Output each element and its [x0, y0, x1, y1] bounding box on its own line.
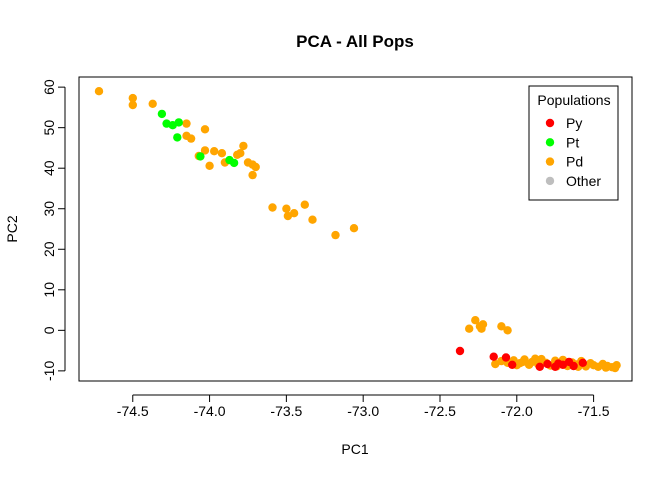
data-point: [289, 209, 299, 218]
data-point: [128, 100, 137, 110]
y-tick-label: -10: [41, 361, 57, 381]
data-point: [543, 359, 552, 369]
data-point: [554, 359, 563, 368]
data-point: [300, 200, 309, 209]
data-point: [236, 149, 245, 158]
data-point: [229, 158, 239, 168]
data-point: [531, 354, 540, 363]
legend-entry-py: Py: [545, 115, 582, 131]
legend-marker: [545, 138, 555, 147]
x-tick-label: -71.5: [578, 403, 610, 419]
data-point: [508, 360, 517, 369]
series-py: [455, 346, 587, 371]
data-point: [308, 215, 317, 224]
data-point: [501, 353, 511, 362]
y-tick-label: 50: [41, 120, 57, 136]
points-layer: [94, 87, 621, 373]
data-point: [196, 152, 205, 161]
legend-entry-pt: Pt: [545, 134, 579, 150]
y-tick-label: 40: [41, 160, 57, 176]
y-tick-label: 0: [41, 326, 57, 334]
data-point: [477, 324, 486, 333]
y-tick-label: 20: [41, 241, 57, 257]
y-tick-label: 30: [41, 201, 57, 217]
x-axis-title: PC1: [341, 441, 368, 457]
legend-entry-other: Other: [545, 173, 601, 189]
data-point: [94, 87, 104, 96]
data-point: [128, 93, 137, 103]
data-point: [200, 125, 210, 134]
data-point: [248, 170, 257, 180]
y-tick-label: 10: [41, 282, 57, 298]
legend: Populations Py Pt Pd Other: [528, 85, 619, 201]
data-point: [200, 146, 210, 155]
data-point: [205, 161, 214, 170]
data-point: [282, 204, 291, 213]
data-point: [465, 324, 474, 333]
data-point: [182, 119, 191, 128]
data-point: [349, 224, 359, 233]
data-point: [455, 346, 465, 356]
data-point: [518, 357, 528, 367]
legend-marker: [545, 157, 555, 166]
data-point: [210, 147, 219, 156]
x-tick-label: -74.0: [194, 403, 226, 419]
data-point: [157, 109, 167, 119]
data-point: [239, 141, 248, 151]
legend-label: Pt: [566, 134, 579, 150]
legend-label: Pd: [566, 154, 583, 170]
data-point: [268, 203, 277, 212]
legend-entry-pd: Pd: [545, 154, 583, 170]
data-point: [569, 361, 578, 371]
x-tick-label: -72.5: [424, 403, 456, 419]
data-point: [331, 230, 340, 240]
x-tick-label: -72.0: [501, 403, 533, 419]
data-point: [497, 322, 506, 331]
y-axis-title: PC2: [4, 215, 20, 242]
data-point: [471, 316, 480, 325]
legend-marker: [545, 118, 555, 128]
legend-title: Populations: [537, 92, 610, 108]
x-tick-label: -74.5: [117, 403, 149, 419]
data-point: [217, 149, 227, 158]
data-point: [535, 362, 544, 371]
x-axis: -74.5 -74.0 -73.5 -73.0 -72.5 -72.0 -71.5: [117, 394, 610, 419]
legend-marker: [545, 176, 555, 186]
chart-title: PCA - All Pops: [296, 32, 414, 51]
data-point: [601, 363, 611, 372]
data-point: [251, 162, 260, 172]
data-point: [610, 363, 620, 373]
data-point: [148, 99, 157, 109]
legend-label: Other: [566, 173, 601, 189]
x-tick-label: -73.5: [270, 403, 302, 419]
legend-entries: Py Pt Pd Other: [545, 115, 601, 189]
data-point: [503, 326, 512, 335]
data-point: [186, 134, 196, 143]
series-pt: [157, 109, 239, 168]
legend-box: [528, 85, 619, 201]
legend-label: Py: [566, 115, 582, 131]
data-point: [174, 118, 183, 127]
plot-frame: [78, 76, 633, 382]
x-tick-label: -73.0: [347, 403, 379, 419]
data-point: [578, 358, 587, 367]
y-axis: -10 0 10 20 30 40 50 60: [41, 79, 66, 381]
y-tick-label: 60: [41, 79, 57, 95]
data-point: [173, 133, 182, 142]
data-point: [489, 352, 498, 361]
